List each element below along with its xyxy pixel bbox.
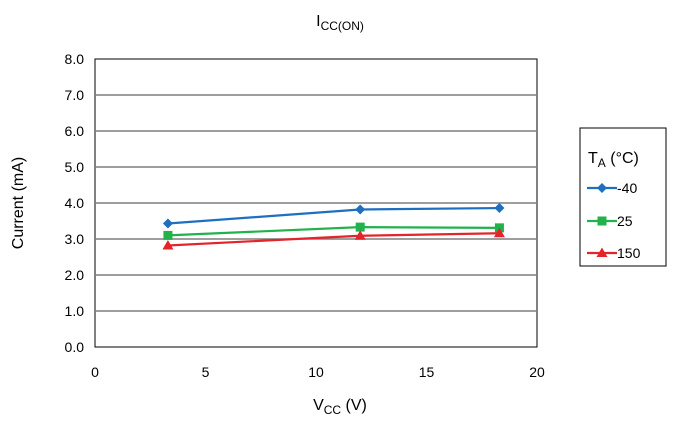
legend-label-25: 25 [617, 213, 633, 229]
x-tick-label: 5 [202, 364, 210, 380]
data-point--40 [162, 218, 173, 229]
x-tick-label: 0 [91, 364, 99, 380]
legend-marker-150 [596, 247, 608, 257]
y-tick-label: 3.0 [65, 231, 85, 247]
data-point-150 [354, 230, 366, 240]
legend-marker-25 [597, 216, 607, 226]
x-tick-labels: 0 5 10 15 20 [91, 364, 545, 380]
legend-marker--40 [597, 183, 607, 193]
y-tick-label: 1.0 [65, 303, 85, 319]
grid-lines [95, 94, 537, 312]
x-axis-label: VCC (V) [313, 397, 367, 417]
legend-label-150: 150 [617, 245, 641, 261]
y-tick-label: 5.0 [65, 159, 85, 175]
legend-title-suffix: (°C) [606, 150, 639, 167]
y-tick-label: 4.0 [65, 195, 85, 211]
x-axis-label-main: V [313, 397, 324, 414]
series-line--40 [167, 206, 500, 225]
data-point--40 [355, 204, 366, 215]
data-point-25 [163, 230, 173, 240]
chart-title-sub: CC(ON) [321, 19, 364, 33]
chart-title: ICC(ON) [316, 13, 364, 33]
data-point-150 [493, 227, 505, 238]
legend-title-main: T [588, 150, 598, 167]
y-tick-label: 8.0 [65, 51, 85, 67]
chart-title-main: I [316, 13, 320, 30]
legend-title-sub: A [598, 156, 606, 170]
data-point-150 [162, 239, 174, 250]
x-axis-label-sub: CC [324, 403, 342, 417]
x-tick-label: 15 [419, 364, 435, 380]
series-group [162, 203, 505, 250]
data-point-25 [355, 222, 365, 232]
x-tick-label: 10 [308, 364, 324, 380]
data-point--40 [494, 203, 505, 214]
y-tick-label: 7.0 [65, 87, 85, 103]
x-axis-label-suffix: (V) [341, 397, 367, 414]
y-tick-label: 0.0 [65, 339, 85, 355]
legend-box [579, 127, 667, 267]
y-tick-labels: 0.0 1.0 2.0 3.0 4.0 5.0 6.0 7.0 8.0 [65, 51, 85, 355]
legend-title: TA (°C) [588, 150, 639, 170]
y-tick-label: 6.0 [65, 123, 85, 139]
legend-label--40: -40 [617, 180, 637, 196]
legend-entries: -40 25 150 [587, 180, 641, 261]
x-tick-label: 20 [529, 364, 545, 380]
y-axis-label: Current (mA) [10, 157, 27, 249]
y-tick-label: 2.0 [65, 267, 85, 283]
